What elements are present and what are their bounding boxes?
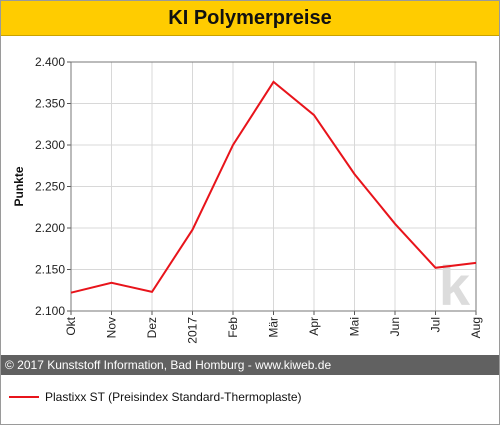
y-tick-label: 2.100 — [35, 304, 65, 318]
x-tick-label: Apr — [307, 317, 321, 336]
legend-label: Plastixx ST (Preisindex Standard-Thermop… — [45, 390, 302, 404]
chart-title: KI Polymerpreise — [168, 7, 332, 29]
y-tick-label: 2.250 — [35, 180, 65, 194]
y-tick-label: 2.200 — [35, 221, 65, 235]
legend: Plastixx ST (Preisindex Standard-Thermop… — [1, 379, 499, 415]
x-tick-label: 2017 — [186, 317, 200, 344]
x-tick-label: Aug — [469, 317, 483, 338]
y-tick-label: 2.150 — [35, 263, 65, 277]
series-line — [70, 80, 477, 294]
y-tick-label: 2.400 — [35, 55, 65, 69]
y-tick-label: 2.350 — [35, 97, 65, 111]
title-bar: KI Polymerpreise — [1, 1, 499, 36]
legend-line-swatch — [9, 396, 39, 398]
x-tick-label: Okt — [64, 316, 78, 335]
x-tick-label: Feb — [226, 317, 240, 338]
plot-border — [70, 61, 477, 312]
copyright-text: © 2017 Kunststoff Information, Bad Hombu… — [5, 358, 332, 372]
y-axis-label: Punkte — [12, 166, 26, 206]
x-tick-label: Mär — [267, 317, 281, 338]
copyright-bar: © 2017 Kunststoff Information, Bad Hombu… — [1, 355, 499, 375]
x-tick-label: Nov — [105, 317, 119, 338]
x-tick-label: Jul — [429, 317, 443, 332]
x-tick-label: Jun — [388, 317, 402, 336]
chart-plot: 2.100 2.150 2.200 2.250 2.300 2.350 2.400 Okt No… — [12, 55, 483, 344]
y-tick-label: 2.300 — [35, 138, 65, 152]
x-tick-label: Dez — [145, 317, 159, 338]
x-tick-label: Mai — [348, 317, 362, 336]
